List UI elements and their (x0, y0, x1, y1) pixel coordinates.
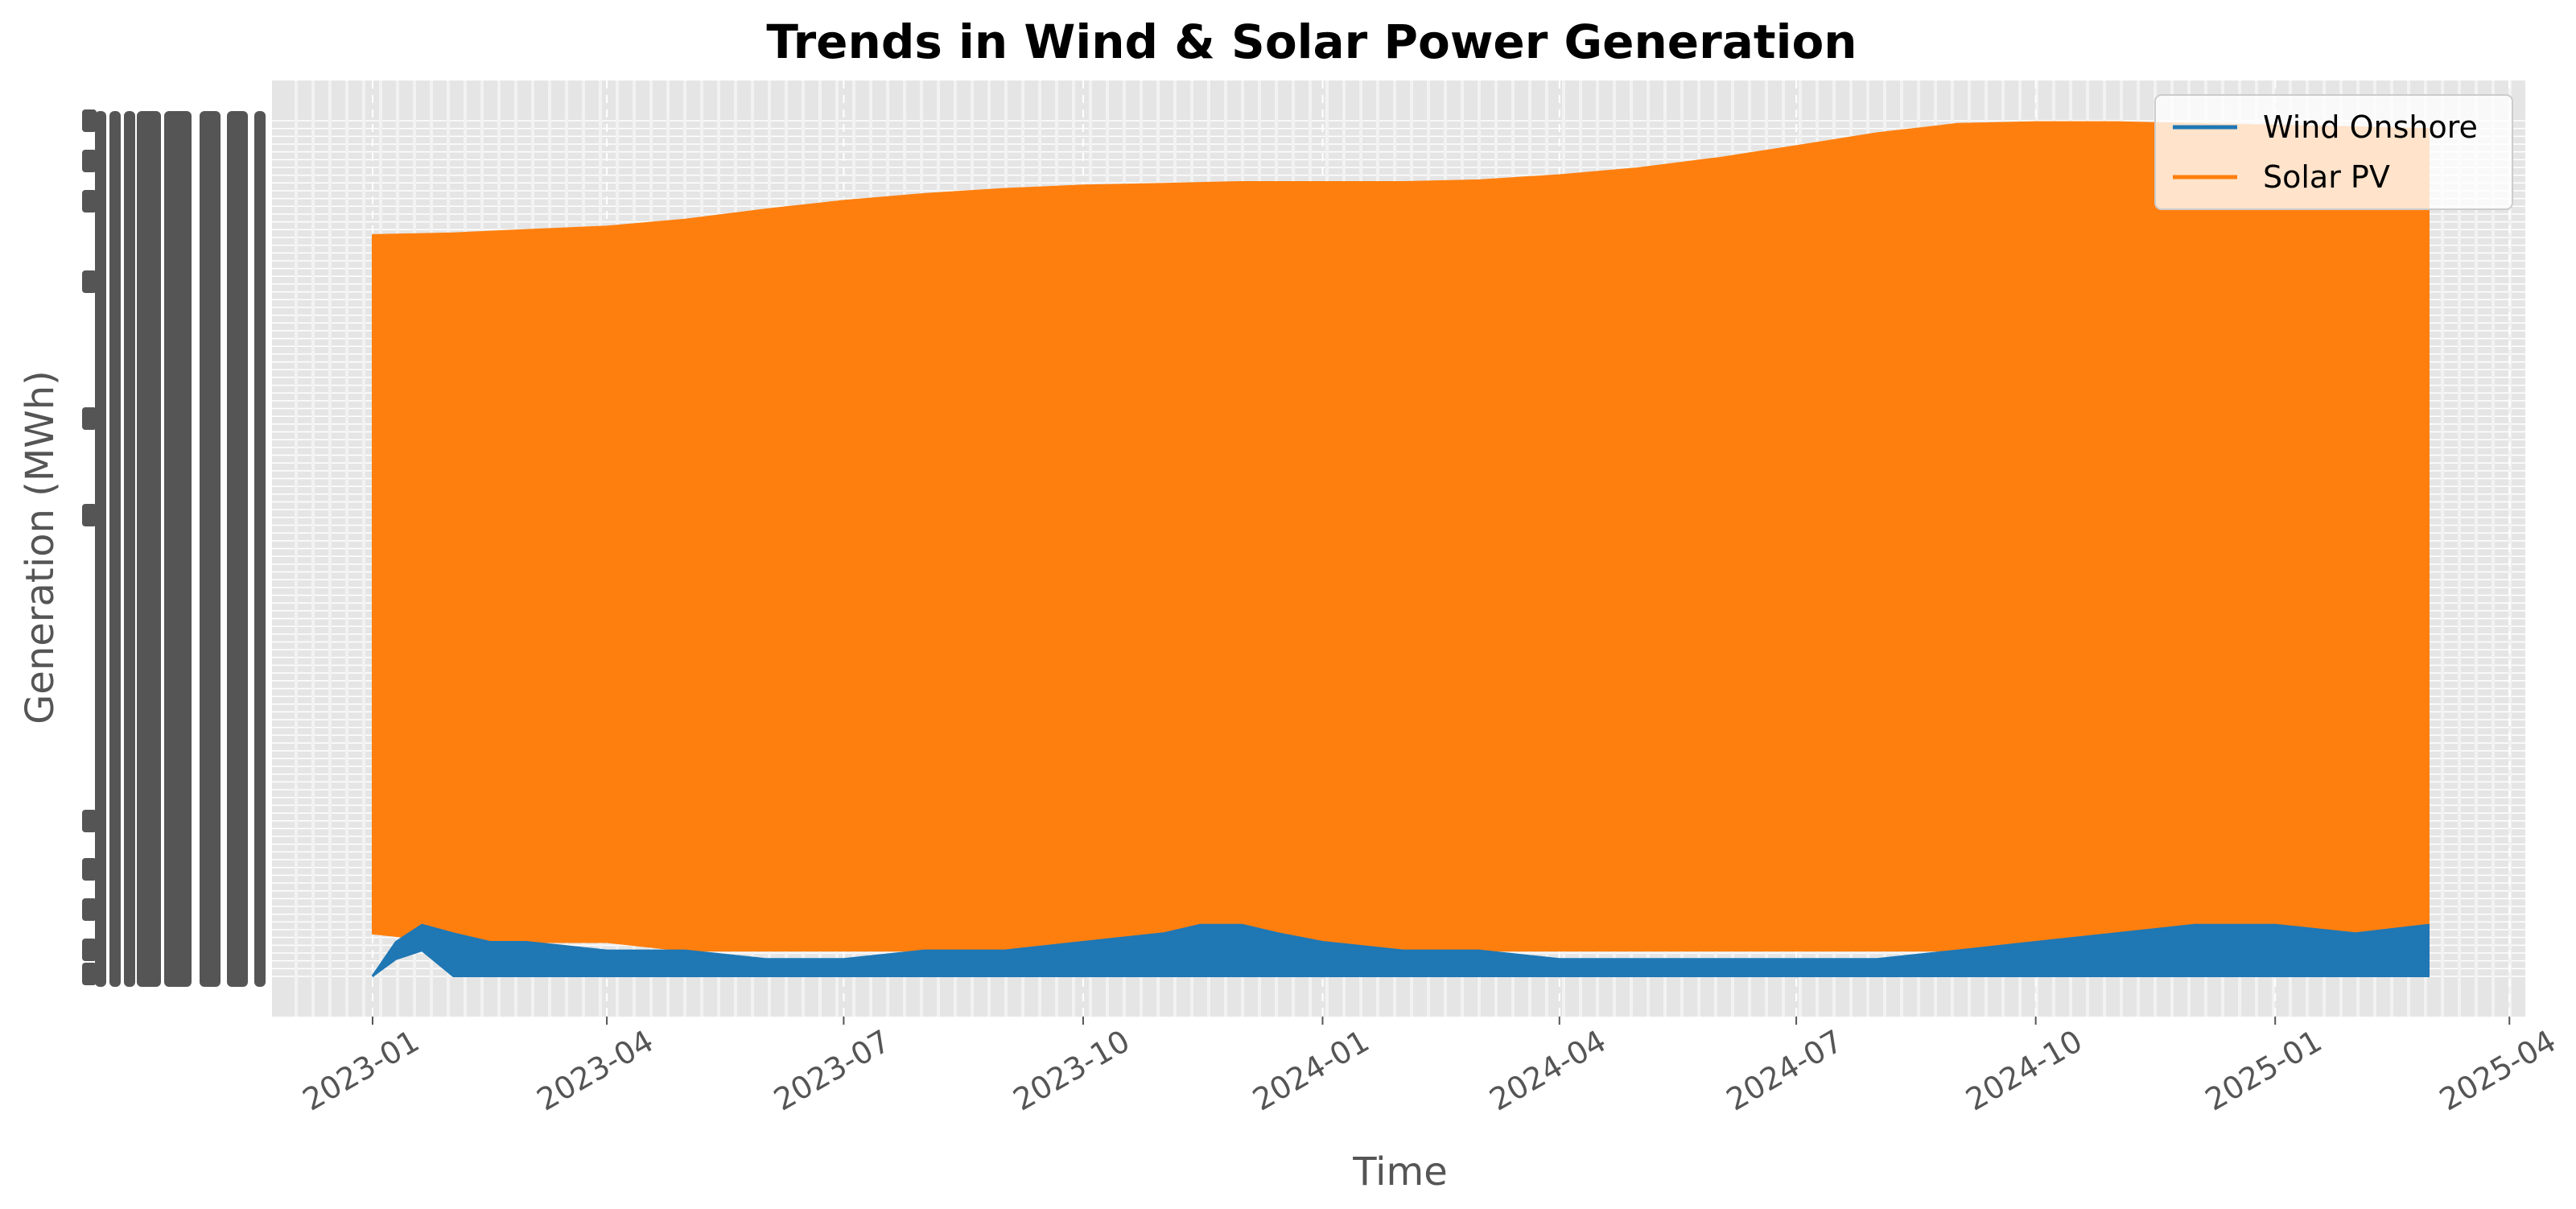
y-tick-label-overlap (82, 190, 97, 213)
y-tick-label-overlap (82, 858, 97, 881)
y-tick-label-overlap (124, 111, 135, 987)
y-axis-label: Generation (MWh) (18, 370, 63, 724)
y-tick-label-overlap (82, 270, 97, 293)
y-tick-label-overlap (227, 111, 248, 987)
x-tick-label: 2024-07 (1721, 1023, 1849, 1117)
y-tick-label-overlap (200, 111, 221, 987)
legend-label-solar-pv: Solar PV (2263, 159, 2390, 195)
x-tick-label: 2023-04 (531, 1023, 660, 1117)
y-tick-label-overlap (82, 504, 97, 526)
x-axis-label: Time (1352, 1149, 1447, 1195)
legend: Wind Onshore Solar PV (2154, 94, 2513, 210)
x-tick-label: 2025-04 (2434, 1023, 2562, 1117)
series-band-solar-pv (372, 122, 2430, 952)
chart-title: Trends in Wind & Solar Power Generation (766, 14, 1857, 69)
y-tick-label-overlap (164, 111, 192, 987)
y-tick-label-overlap (82, 939, 97, 961)
y-tick-label-overlap (82, 407, 97, 430)
x-tick-label: 2025-01 (2199, 1023, 2328, 1117)
y-tick-label-overlap (109, 111, 121, 987)
x-tick-label: 2023-07 (768, 1023, 896, 1117)
plot-area (272, 80, 2525, 1017)
x-tick-labels: 2023-01 2023-04 2023-07 2023-10 2024-01 2024-… (297, 1017, 2562, 1117)
y-tick-label-overlap (95, 111, 106, 987)
legend-box (2154, 94, 2513, 210)
y-tick-label-overlap (82, 810, 97, 832)
x-tick-label: 2024-10 (1960, 1023, 2088, 1117)
x-tick-label: 2023-10 (1008, 1023, 1136, 1117)
legend-label-wind-onshore: Wind Onshore (2263, 109, 2478, 145)
y-tick-label-overlap (137, 111, 161, 987)
series-line-solar-pv (372, 121, 2430, 237)
series-layer (371, 121, 2430, 977)
x-tick-label: 2024-04 (1484, 1023, 1613, 1117)
y-tick-labels (82, 109, 266, 987)
x-tick-label: 2024-01 (1247, 1023, 1375, 1117)
y-tick-label-overlap (82, 150, 97, 172)
y-tick-label-overlap (254, 111, 266, 987)
x-tick-label: 2023-01 (297, 1023, 426, 1117)
y-tick-label-overlap (82, 963, 97, 985)
y-tick-label-overlap (82, 898, 97, 921)
series-line-wind-onshore (371, 923, 2430, 977)
y-tick-label-overlap (82, 109, 97, 132)
